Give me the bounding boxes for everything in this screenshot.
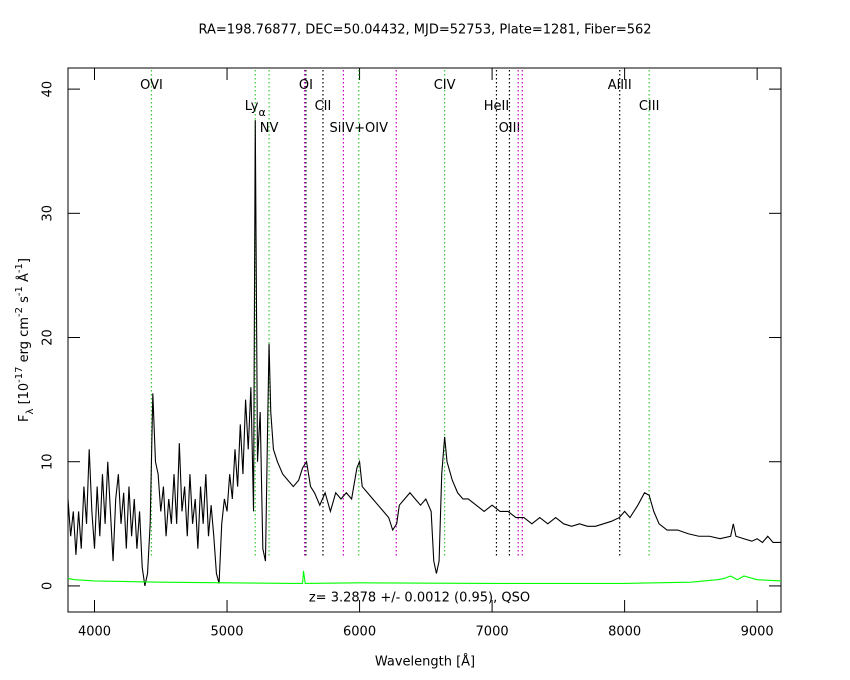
line-label-text: OIII bbox=[499, 121, 521, 136]
y-label-part: ] bbox=[17, 258, 32, 263]
line-label-text: SiIV+OIV bbox=[330, 121, 389, 136]
plot-frame bbox=[67, 67, 782, 613]
y-label-part: λ bbox=[25, 408, 36, 414]
y-tick-label: 0 bbox=[41, 582, 56, 590]
x-tick-label: 9000 bbox=[741, 625, 774, 640]
line-label: HeII bbox=[484, 99, 509, 114]
annotation: z= 3.2878 +/- 0.0012 (0.95), QSO bbox=[309, 591, 530, 606]
x-tick-label: 5000 bbox=[210, 625, 243, 640]
y-label-part: -1 bbox=[14, 263, 25, 273]
line-label-text: OI bbox=[299, 78, 313, 93]
x-tick-label: 8000 bbox=[608, 625, 641, 640]
x-tick-label: 7000 bbox=[476, 625, 509, 640]
y-label-part: erg cm bbox=[17, 317, 32, 366]
y-tick-label: 40 bbox=[41, 81, 56, 98]
line-label-text: HeII bbox=[484, 99, 509, 114]
line-label: OI bbox=[299, 78, 313, 93]
x-tick-label: 4000 bbox=[78, 625, 111, 640]
y-tick-label: 10 bbox=[41, 453, 56, 470]
spectrum-line bbox=[67, 120, 781, 587]
y-label-part: s bbox=[17, 296, 32, 307]
y-label-part: -1 bbox=[14, 286, 25, 296]
line-label: OVI bbox=[140, 78, 163, 93]
line-label: CIII bbox=[639, 99, 660, 114]
line-label-sub: α bbox=[259, 106, 266, 119]
y-tick-label: 30 bbox=[41, 205, 56, 222]
y-label-part: -17 bbox=[14, 366, 25, 382]
line-label-text: Ly bbox=[245, 99, 259, 114]
y-tick-label: 20 bbox=[41, 329, 56, 346]
line-label-text: CII bbox=[315, 99, 332, 114]
line-label-text: AlIII bbox=[608, 78, 632, 93]
line-label-text: CIII bbox=[639, 99, 660, 114]
line-label: NV bbox=[260, 121, 279, 136]
line-label-text: NV bbox=[260, 121, 279, 136]
x-axis-label: Wavelength [Å] bbox=[375, 654, 475, 670]
y-label-part: [10 bbox=[17, 383, 32, 409]
line-label-text: CIV bbox=[434, 78, 456, 93]
line-label: OIII bbox=[499, 121, 521, 136]
line-label: SiIV+OIV bbox=[330, 121, 389, 136]
y-label-part: -2 bbox=[14, 307, 25, 317]
line-label: Lyα bbox=[245, 99, 266, 119]
chart-title: RA=198.76877, DEC=50.04432, MJD=52753, P… bbox=[198, 23, 651, 38]
spectrum-line bbox=[67, 570, 782, 584]
y-label-part: Å bbox=[16, 273, 32, 286]
y-label-part: F bbox=[17, 414, 32, 421]
y-axis-label: Fλ [10-17 erg cm-2 s-1 Å-1] bbox=[14, 258, 36, 422]
line-label: CII bbox=[315, 99, 332, 114]
line-label-text: OVI bbox=[140, 78, 163, 93]
line-label: AlIII bbox=[608, 78, 632, 93]
line-label: CIV bbox=[434, 78, 456, 93]
x-tick-label: 6000 bbox=[343, 625, 376, 640]
